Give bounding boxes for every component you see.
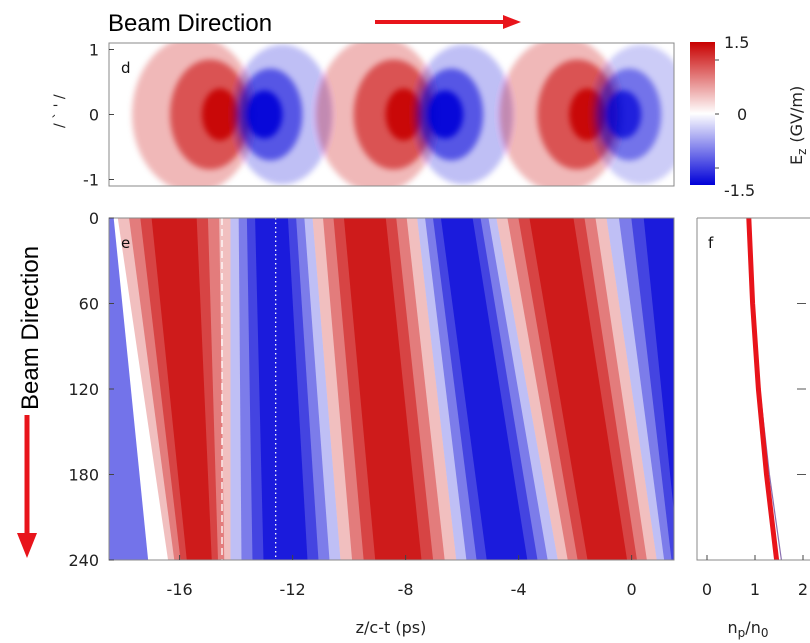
panel-e-y-tick-label: 240 <box>68 551 99 570</box>
colorbar-gradient <box>690 42 715 185</box>
panel-d-lobe-core <box>385 88 422 141</box>
colorbar-label: Ez(GV/m) <box>787 86 809 165</box>
panel-e-field-band <box>643 218 674 513</box>
panel-e-field-band <box>255 218 308 560</box>
panel-e-letter: e <box>121 234 130 252</box>
panel-d-y-tick-label: 1 <box>89 41 99 60</box>
panel-e-y-tick-label: 120 <box>68 380 99 399</box>
panel-d-field-map <box>132 43 674 186</box>
panel-f-x-tick-label: 2 <box>798 580 808 599</box>
panel-d-y-ticks: 1 0 -1 <box>83 41 114 190</box>
panel-f-x-tick-label: 1 <box>750 580 760 599</box>
panel-d-lobe-core <box>202 88 238 141</box>
colorbar-tick-zero: 0 <box>737 105 747 124</box>
panel-e-y-tick-label: 180 <box>68 466 99 485</box>
panel-e-x-tick-label: -8 <box>398 580 414 599</box>
panel-e-y-tick-label: 0 <box>89 209 99 228</box>
panel-d-lobe-core <box>427 90 464 139</box>
colorbar-tick-max: 1.5 <box>724 33 749 52</box>
panel-f-letter: f <box>708 234 714 252</box>
panel-e-y-tick-label: 60 <box>79 295 99 314</box>
panel-d-y-tick-label: 0 <box>89 106 99 125</box>
panel-e-field-band <box>109 218 149 560</box>
beam-direction-left-arrow <box>17 415 37 558</box>
panel-e-field-band <box>343 218 422 560</box>
panel-f-density-line-red <box>746 218 780 560</box>
panel-d-y-axis-label: / ` ' / <box>52 94 68 128</box>
panel-e-x-tick-label: -16 <box>167 580 193 599</box>
panel-e-x-tick-label: -12 <box>280 580 306 599</box>
panel-d-y-tick-label: -1 <box>83 171 99 190</box>
colorbar-tick-min: -1.5 <box>724 181 755 200</box>
panel-f-x-axis-label: np/n0 <box>728 618 769 640</box>
panel-e: -16 -12 -8 -4 0 0 60 120 180 240 e z/c-t (ps) <box>68 209 675 637</box>
panel-e-field-map <box>109 218 674 560</box>
panel-f-ticks: 0 1 2 <box>702 555 808 599</box>
panel-d-lobe-core <box>605 90 642 139</box>
panel-f: 0 1 2 f np/n0 <box>696 217 810 640</box>
colorbar: 1.5 0 -1.5 Ez(GV/m) <box>690 33 809 200</box>
panel-d-lobe-core <box>246 90 283 139</box>
beam-direction-left-label: Beam Direction <box>17 246 44 410</box>
panel-e-x-tick-label: 0 <box>627 580 637 599</box>
panel-e-ticks: -16 -12 -8 -4 0 0 60 120 180 240 <box>68 209 636 599</box>
panel-e-field-band <box>151 218 212 560</box>
panel-f-frame <box>696 217 810 561</box>
panel-e-x-tick-label: -4 <box>511 580 527 599</box>
panel-e-field-band <box>529 218 628 560</box>
beam-direction-top-arrow <box>375 15 521 29</box>
panel-e-field-band <box>440 218 528 560</box>
panel-d-letter: d <box>121 59 131 77</box>
beam-direction-top-label: Beam Direction <box>108 10 272 37</box>
panel-e-x-axis-label: z/c-t (ps) <box>356 618 427 637</box>
panel-f-x-tick-label: 0 <box>702 580 712 599</box>
panel-d: 1 0 -1 d / ` ' / <box>52 41 675 190</box>
